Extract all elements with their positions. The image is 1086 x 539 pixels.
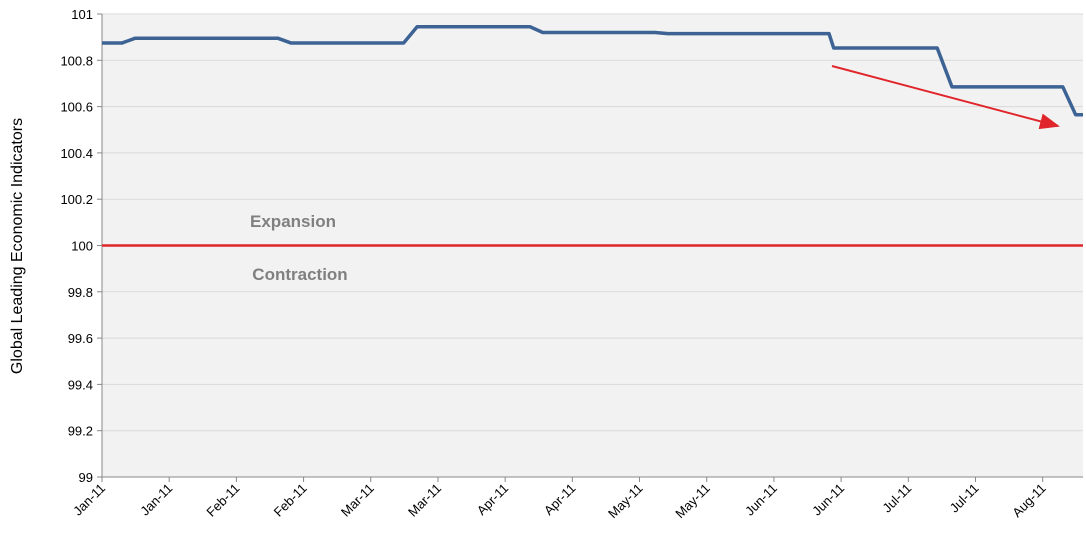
data-line	[102, 24, 1083, 117]
x-tick-label: Apr-11	[474, 481, 512, 519]
y-tick-label: 100.8	[60, 53, 93, 68]
x-tick-label: Feb-11	[271, 481, 310, 520]
x-tick-label: Jun-11	[742, 481, 780, 519]
x-tick-label: Jan-11	[70, 481, 108, 519]
x-tick-label: Jan-11	[137, 481, 175, 519]
y-tick-label: 100	[71, 239, 93, 254]
x-tick-label: Jul-11	[879, 481, 914, 516]
y-tick-label: 99.2	[68, 424, 93, 439]
y-tick-label: 99.6	[68, 331, 93, 346]
x-tick-label: Feb-11	[203, 481, 242, 520]
y-tick-label: 100.6	[60, 100, 93, 115]
x-tick-label: Jul-11	[947, 481, 982, 516]
trend-arrow	[831, 65, 1060, 130]
x-tick-label: Mar-11	[405, 481, 444, 520]
x-tick-label: Apr-11	[541, 481, 579, 519]
y-axis-label: Global Leading Economic Indicators	[9, 118, 26, 374]
y-tick-label: 99.4	[68, 377, 93, 392]
y-tick-label: 99	[79, 470, 93, 485]
x-tick-label: Mar-11	[338, 481, 377, 520]
y-tick-label: 100.4	[60, 146, 93, 161]
x-tick-label: Jun-11	[809, 481, 847, 519]
x-tick-label: May-11	[605, 481, 646, 522]
y-tick-label: 101	[71, 7, 93, 22]
x-tick-label: May-11	[672, 481, 713, 522]
annotation: Contraction	[252, 265, 347, 284]
x-tick-label: Aug-11	[1009, 481, 1049, 521]
y-tick-label: 99.8	[68, 285, 93, 300]
annotation: Expansion	[250, 212, 336, 231]
y-tick-label: 100.2	[60, 192, 93, 207]
